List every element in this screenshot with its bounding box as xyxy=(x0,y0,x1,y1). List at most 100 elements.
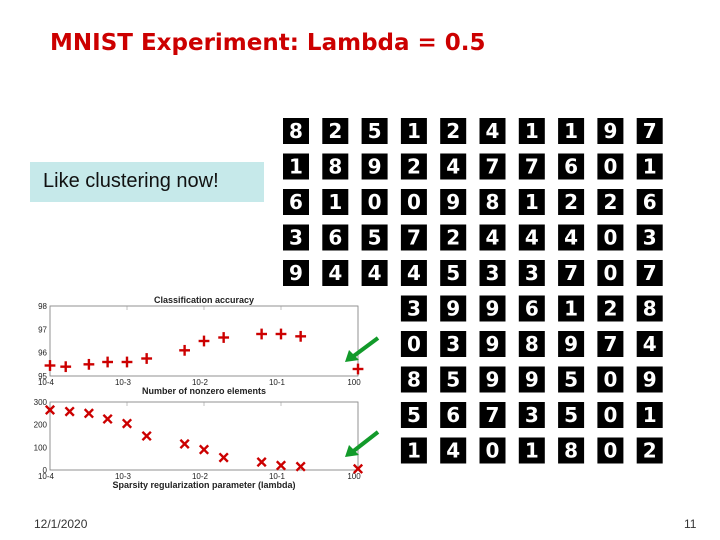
data-point xyxy=(83,408,94,419)
digit-tile xyxy=(400,118,427,144)
digit-label: 7 xyxy=(603,332,617,356)
data-point xyxy=(179,438,190,449)
data-point xyxy=(121,418,133,429)
digit-label: 1 xyxy=(564,119,578,143)
digit-label: 8 xyxy=(407,368,421,392)
digit-tile xyxy=(558,118,585,144)
x-tick-label: 10-3 xyxy=(115,378,132,387)
x-tick-label: 100 xyxy=(347,472,361,481)
digit-tile xyxy=(400,153,427,180)
data-point xyxy=(44,360,56,371)
digit-tile xyxy=(283,153,309,180)
digit-tile xyxy=(440,153,467,180)
digit-label: 6 xyxy=(525,297,539,321)
digit-label: 3 xyxy=(407,297,421,321)
digit-tile xyxy=(400,366,427,393)
digit-tile xyxy=(636,118,663,144)
digit-label: 9 xyxy=(368,155,382,179)
digit-label: 7 xyxy=(525,155,539,179)
x-tick-label: 10-1 xyxy=(269,378,286,387)
digit-label: 7 xyxy=(643,119,657,143)
digit-label: 0 xyxy=(368,190,382,214)
digit-tile xyxy=(479,260,506,286)
digit-tile xyxy=(400,224,427,251)
digit-label: 7 xyxy=(643,261,657,285)
digit-label: 8 xyxy=(525,332,539,356)
data-point xyxy=(218,332,230,343)
x-tick-label: 100 xyxy=(347,378,361,387)
digit-label: 4 xyxy=(368,261,382,285)
slide-date: 12/1/2020 xyxy=(34,517,88,531)
digit-label: 3 xyxy=(525,403,539,427)
y-tick-label: 0 xyxy=(43,466,48,475)
data-point xyxy=(64,406,75,417)
digit-tile xyxy=(440,189,467,215)
digit-label: 1 xyxy=(407,119,421,143)
digit-tile xyxy=(518,189,545,215)
digit-tile xyxy=(361,260,388,286)
digit-tile xyxy=(400,260,427,286)
digit-label: 4 xyxy=(446,439,460,463)
digit-label: 0 xyxy=(486,439,500,463)
digit-label: 4 xyxy=(407,261,421,285)
digit-tile xyxy=(322,260,349,286)
digit-tile xyxy=(479,224,506,251)
digit-tile xyxy=(322,224,349,251)
data-point xyxy=(60,361,72,373)
digit-label: 3 xyxy=(446,332,460,356)
digit-label: 9 xyxy=(446,190,460,214)
digit-label: 5 xyxy=(407,403,421,427)
digit-label: 5 xyxy=(564,403,578,427)
digit-label: 5 xyxy=(446,261,460,285)
digit-label: 0 xyxy=(603,226,617,250)
data-point xyxy=(256,328,268,340)
digit-label: 6 xyxy=(446,403,460,427)
digit-label: 9 xyxy=(603,119,617,143)
digit-label: 1 xyxy=(564,297,578,321)
digit-label: 2 xyxy=(603,297,617,321)
digit-tile xyxy=(597,118,624,144)
digit-tile xyxy=(283,260,309,286)
digit-tile xyxy=(636,189,663,215)
digit-label: 1 xyxy=(289,155,303,179)
digit-tile xyxy=(597,153,624,180)
digit-label: 8 xyxy=(289,119,303,143)
digit-tile xyxy=(400,402,427,428)
digit-tile xyxy=(400,437,427,464)
digit-label: 0 xyxy=(603,403,617,427)
results-charts: 10-4 10-3 10-2 10-1 100 95 96 97 98 Classificatio… xyxy=(28,292,373,492)
digit-tile xyxy=(597,295,624,322)
digit-label: 9 xyxy=(525,368,539,392)
digit-label: 2 xyxy=(328,119,342,143)
digit-tile xyxy=(479,295,506,322)
callout-box: Like clustering now! xyxy=(30,162,264,202)
digit-label: 1 xyxy=(525,190,539,214)
digit-label: 1 xyxy=(328,190,342,214)
digit-tile xyxy=(597,189,624,215)
x-tick-label: 10-1 xyxy=(269,472,286,481)
digit-label: 5 xyxy=(368,119,382,143)
digit-tile xyxy=(518,260,545,286)
digit-label: 4 xyxy=(564,226,578,250)
plot-frame xyxy=(49,401,359,471)
digit-tile xyxy=(440,118,467,144)
y-tick-label: 98 xyxy=(38,302,47,311)
digit-tile xyxy=(518,366,545,393)
digit-tile xyxy=(518,224,545,251)
digit-tile xyxy=(597,437,624,464)
digit-label: 4 xyxy=(486,226,500,250)
digit-tile xyxy=(440,366,467,393)
digit-label: 7 xyxy=(486,155,500,179)
digit-tile xyxy=(400,331,427,357)
digit-tile xyxy=(400,189,427,215)
digit-tile xyxy=(636,295,663,322)
digit-label: 0 xyxy=(407,190,421,214)
digit-label: 2 xyxy=(643,439,657,463)
data-point xyxy=(275,460,287,471)
digit-label: 7 xyxy=(564,261,578,285)
digit-label: 0 xyxy=(603,261,617,285)
digit-label: 9 xyxy=(446,297,460,321)
digit-tile xyxy=(479,118,506,144)
digit-tile xyxy=(479,331,506,357)
